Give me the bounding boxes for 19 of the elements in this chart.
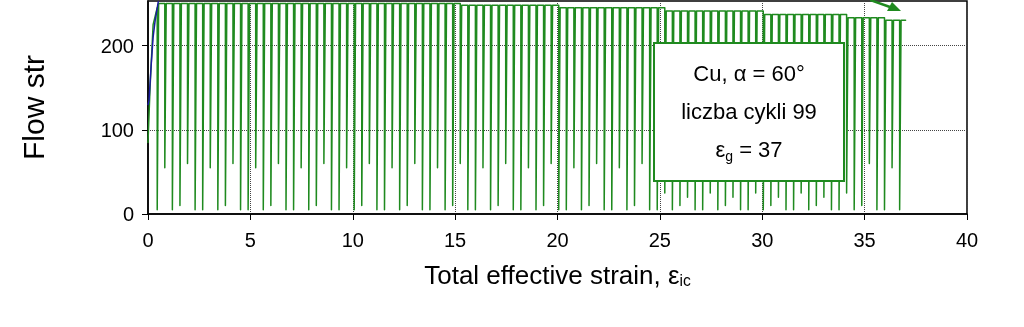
x-tick-label: 15 [444, 229, 467, 251]
x-tick-label: 5 [244, 229, 256, 251]
x-tick-label: 30 [751, 229, 774, 251]
x-tick-label: 35 [853, 229, 876, 251]
x-tick-label: 20 [546, 229, 569, 251]
y-tick-label: 0 [122, 203, 134, 225]
x-tick-label: 40 [955, 229, 979, 251]
line-series [147, 1, 159, 106]
x-tick-label: 0 [142, 229, 154, 251]
note-box: Cu, α = 60° liczba cykli 99 ε$_{g}$ = 37 [653, 42, 845, 182]
annotation: Cu, α = 60° [693, 60, 805, 88]
y-tick-label: 200 [100, 34, 134, 57]
x-tick-label: 25 [648, 229, 671, 251]
y-axis-title: Flow str [16, 54, 50, 160]
x-tick-label: 10 [341, 229, 364, 251]
x-axis-title: Total effective strain, εic [424, 260, 691, 291]
annotation: liczba cykli 99 [681, 98, 817, 126]
y-tick-label: 100 [100, 118, 134, 141]
annotation: ε$_{g}$ = 37 [715, 136, 783, 166]
